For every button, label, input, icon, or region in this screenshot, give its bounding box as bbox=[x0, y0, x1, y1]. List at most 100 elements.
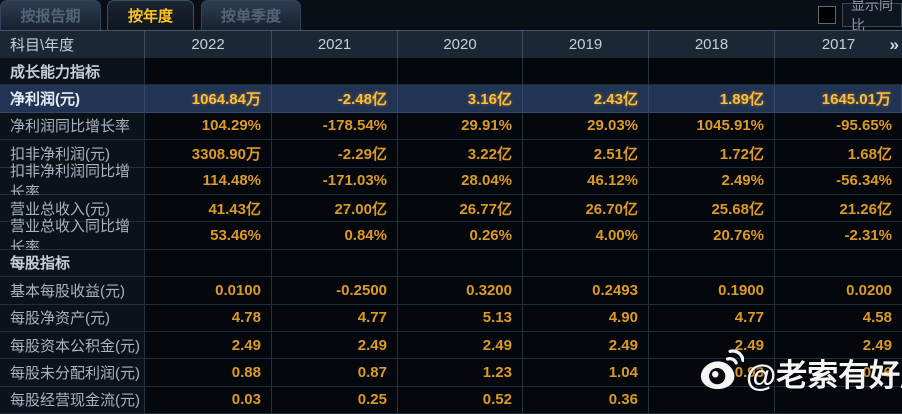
cell-value: -56.34% bbox=[775, 167, 902, 195]
cell-value: 0.88 bbox=[145, 359, 272, 387]
cell-value bbox=[523, 249, 649, 278]
show-yoy-label[interactable]: 显示同比 bbox=[842, 0, 902, 33]
year-header-2017: 2017» bbox=[821, 34, 900, 54]
cell-value: 4.58 bbox=[775, 304, 902, 332]
cell-value: 25.68亿 bbox=[649, 194, 775, 223]
row-label: 每股经营现金流(元) bbox=[0, 386, 145, 414]
cell-value: 2.51亿 bbox=[523, 140, 649, 168]
cell-value: -2.48亿 bbox=[272, 85, 398, 113]
cell-value: 2.49% bbox=[649, 167, 775, 195]
table-row[interactable]: 净利润同比增长率 104.29% -178.54% 29.91% 29.03% 1045.… bbox=[0, 112, 902, 141]
cell-value: -2.31% bbox=[775, 222, 902, 250]
more-years-icon[interactable]: » bbox=[889, 34, 900, 54]
cell-value: 2.49 bbox=[398, 331, 523, 360]
cell-value: 26.77亿 bbox=[398, 194, 523, 223]
show-yoy-checkbox[interactable] bbox=[818, 6, 836, 24]
year-header-2020: 2020 bbox=[398, 31, 523, 58]
table-body: 成长能力指标 净利润(元) 1064.84万 -2.48亿 3.16亿 2.43亿 1.89… bbox=[0, 58, 902, 414]
cell-value: 1.23 bbox=[398, 359, 523, 387]
row-label: 营业总收入同比增长率 bbox=[0, 218, 145, 256]
cell-value: 1.68亿 bbox=[775, 140, 902, 168]
cell-value: 2.49 bbox=[145, 331, 272, 360]
cell-value: 1.89亿 bbox=[649, 85, 775, 113]
row-label: 营业总收入(元) bbox=[0, 194, 145, 223]
year-header-2022: 2022 bbox=[145, 31, 272, 58]
table-row[interactable]: 基本每股收益(元) 0.0100 -0.2500 0.3200 0.2493 0.1900… bbox=[0, 277, 902, 305]
financial-table: 科目\年度 2022 2021 2020 2019 2018 2017» 成长能力指标 净利… bbox=[0, 30, 902, 414]
cell-value: 2.49 bbox=[649, 331, 775, 360]
year-header-2018: 2018 bbox=[649, 31, 775, 58]
year-header-2021: 2021 bbox=[272, 31, 398, 58]
row-label: 净利润(元) bbox=[0, 85, 145, 113]
cell-value: 3.22亿 bbox=[398, 140, 523, 168]
row-label: 扣非净利润同比增长率 bbox=[0, 163, 145, 201]
table-row[interactable]: 营业总收入(元) 41.43亿 27.00亿 26.77亿 26.70亿 25.68亿 21… bbox=[0, 194, 902, 223]
table-row[interactable]: 每股净资产(元) 4.78 4.77 5.13 4.90 4.77 4.58 bbox=[0, 304, 902, 332]
cell-value: 0.93 bbox=[649, 359, 775, 387]
cell-value: 2.49 bbox=[272, 331, 398, 360]
tab-bar: 按报告期 按年度 按单季度 显示同比 bbox=[0, 0, 902, 33]
cell-value: -178.54% bbox=[272, 112, 398, 141]
row-label: 基本每股收益(元) bbox=[0, 277, 145, 305]
cell-value: 21.26亿 bbox=[775, 194, 902, 223]
table-row[interactable]: 净利润(元) 1064.84万 -2.48亿 3.16亿 2.43亿 1.89亿 1645.… bbox=[0, 85, 902, 113]
cell-value bbox=[775, 58, 902, 86]
cell-value: -0.2500 bbox=[272, 277, 398, 305]
corner-header: 科目\年度 bbox=[0, 31, 145, 58]
cell-value: 1064.84万 bbox=[145, 85, 272, 113]
cell-value: 3.16亿 bbox=[398, 85, 523, 113]
row-label: 净利润同比增长率 bbox=[0, 112, 145, 141]
cell-value: 4.00% bbox=[523, 222, 649, 250]
cell-value: 0.1900 bbox=[649, 277, 775, 305]
row-label: 每股资本公积金(元) bbox=[0, 331, 145, 360]
row-label: 每股未分配利润(元) bbox=[0, 359, 145, 387]
cell-value bbox=[272, 58, 398, 86]
cell-value: 0.2493 bbox=[523, 277, 649, 305]
cell-value bbox=[775, 386, 902, 414]
cell-value bbox=[145, 58, 272, 86]
cell-value bbox=[272, 249, 398, 278]
cell-value: 1.72亿 bbox=[649, 140, 775, 168]
cell-value: -171.03% bbox=[272, 167, 398, 195]
table-row[interactable]: 营业总收入同比增长率 53.46% 0.84% 0.26% 4.00% 20.76% -2.… bbox=[0, 218, 902, 256]
cell-value: 2.49 bbox=[775, 331, 902, 360]
cell-value: 29.91% bbox=[398, 112, 523, 141]
cell-value bbox=[775, 249, 902, 278]
cell-value bbox=[649, 249, 775, 278]
table-row[interactable]: 扣非净利润(元) 3308.90万 -2.29亿 3.22亿 2.51亿 1.72亿 1.6… bbox=[0, 140, 902, 168]
cell-value bbox=[649, 386, 775, 414]
cell-value: 0.0100 bbox=[145, 277, 272, 305]
table-row[interactable]: 扣非净利润同比增长率 114.48% -171.03% 28.04% 46.12% 2.4… bbox=[0, 163, 902, 201]
cell-value: 0.36 bbox=[523, 386, 649, 414]
table-row[interactable]: 成长能力指标 bbox=[0, 58, 902, 86]
cell-value: 1645.01万 bbox=[775, 85, 902, 113]
tab-by-single-quarter[interactable]: 按单季度 bbox=[201, 0, 301, 30]
cell-value: 0.0200 bbox=[775, 277, 902, 305]
table-row[interactable]: 每股资本公积金(元) 2.49 2.49 2.49 2.49 2.49 2.49 bbox=[0, 331, 902, 360]
table-row[interactable]: 每股未分配利润(元) 0.88 0.87 1.23 1.04 0.93 0.76 bbox=[0, 359, 902, 387]
cell-value bbox=[145, 249, 272, 278]
table-row[interactable]: 每股指标 bbox=[0, 249, 902, 278]
cell-value: 1045.91% bbox=[649, 112, 775, 141]
cell-value: 104.29% bbox=[145, 112, 272, 141]
table-row[interactable]: 每股经营现金流(元) 0.03 0.25 0.52 0.36 bbox=[0, 386, 902, 414]
cell-value: 20.76% bbox=[649, 222, 775, 250]
cell-value: 26.70亿 bbox=[523, 194, 649, 223]
cell-value: 2.43亿 bbox=[523, 85, 649, 113]
cell-value: 46.12% bbox=[523, 167, 649, 195]
cell-value: -2.29亿 bbox=[272, 140, 398, 168]
tab-by-report-period[interactable]: 按报告期 bbox=[0, 0, 101, 30]
row-label: 扣非净利润(元) bbox=[0, 140, 145, 168]
cell-value: 0.26% bbox=[398, 222, 523, 250]
cell-value: 1.04 bbox=[523, 359, 649, 387]
cell-value: -95.65% bbox=[775, 112, 902, 141]
cell-value: 53.46% bbox=[145, 222, 272, 250]
cell-value: 41.43亿 bbox=[145, 194, 272, 223]
tab-by-year[interactable]: 按年度 bbox=[107, 0, 194, 30]
cell-value bbox=[523, 58, 649, 86]
cell-value: 114.48% bbox=[145, 167, 272, 195]
cell-value: 3308.90万 bbox=[145, 140, 272, 168]
row-label: 每股净资产(元) bbox=[0, 304, 145, 332]
cell-value: 0.03 bbox=[145, 386, 272, 414]
